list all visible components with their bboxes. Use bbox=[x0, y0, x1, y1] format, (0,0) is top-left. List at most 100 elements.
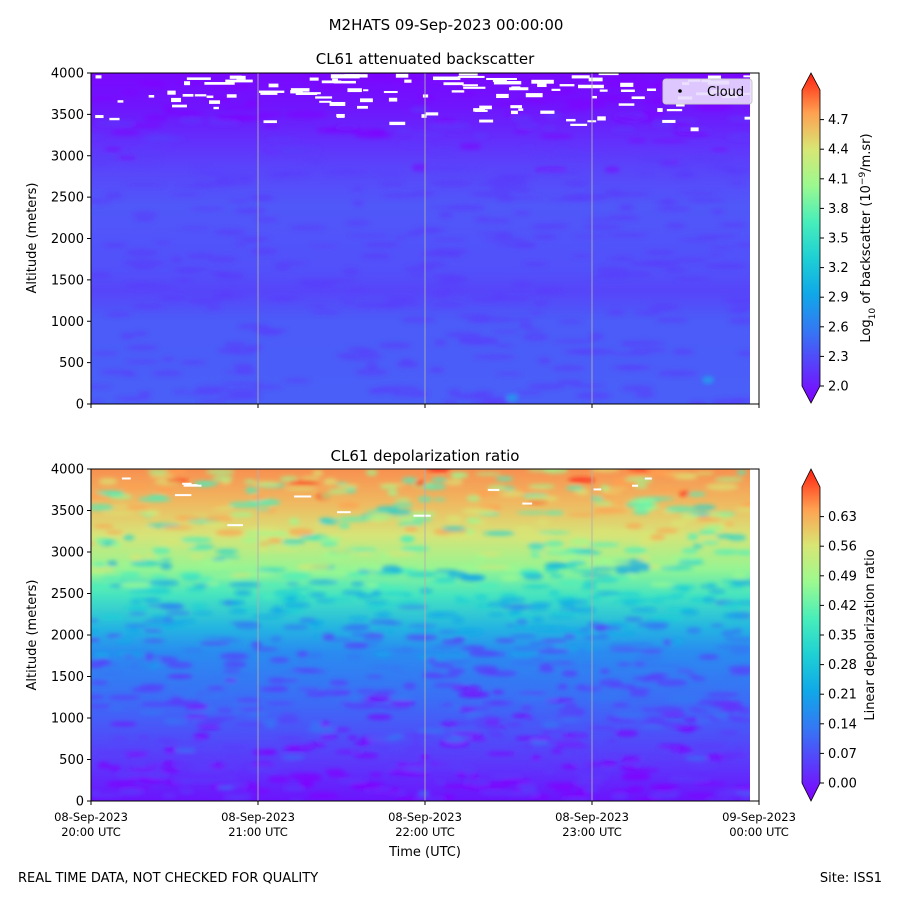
cloud-patch bbox=[206, 95, 214, 98]
figure-title: M2HATS 09-Sep-2023 00:00:00 bbox=[329, 16, 564, 34]
cloud-patch bbox=[518, 108, 524, 111]
depolarization-texture bbox=[91, 469, 750, 801]
backscatter-y-axis: 0 500 1000 1500 2000 2500 3000 3500 4000 bbox=[51, 67, 91, 413]
depolarization-ytick-label: 4000 bbox=[51, 463, 84, 478]
cloud-patch bbox=[443, 82, 464, 86]
backscatter-legend[interactable]: Cloud bbox=[662, 78, 753, 105]
cloud-patch bbox=[646, 88, 657, 92]
cloud-patch bbox=[676, 103, 685, 107]
cloud-patch bbox=[631, 96, 645, 100]
depolarization-colorbar-tick-label: 0.21 bbox=[828, 688, 857, 703]
depolarization-ytick-label: 3000 bbox=[51, 546, 84, 561]
depolarization-xtick-label: 08-Sep-2023 bbox=[54, 810, 128, 824]
cloud-patch bbox=[321, 80, 342, 84]
cloud-patch bbox=[531, 79, 554, 84]
cloud-patch bbox=[395, 73, 409, 78]
depolarization-colorbar-tick-label: 0.07 bbox=[828, 747, 857, 762]
cloud-patch bbox=[509, 87, 529, 91]
missing-patch bbox=[121, 477, 131, 480]
backscatter-colorbar-tick-label: 4.4 bbox=[828, 143, 849, 158]
backscatter-colorbar-tick-label: 2.9 bbox=[828, 291, 849, 306]
cloud-patch bbox=[182, 93, 194, 97]
depolarization-ytick-label: 0 bbox=[76, 795, 84, 810]
cloud-patch bbox=[295, 92, 318, 95]
cloud-patch bbox=[167, 90, 176, 95]
backscatter-colorbar-tick-label: 2.3 bbox=[828, 350, 849, 365]
cloud-patch bbox=[566, 118, 576, 122]
missing-patch bbox=[632, 484, 639, 487]
legend-box bbox=[662, 78, 753, 105]
x-axis-label: Time (UTC) bbox=[388, 845, 461, 860]
cloud-patch bbox=[492, 79, 507, 83]
cloud-patch bbox=[363, 89, 369, 92]
cloud-patch bbox=[329, 101, 346, 106]
cloud-patch bbox=[209, 100, 221, 104]
backscatter-ytick-label: 3500 bbox=[51, 108, 84, 123]
cloud-patch bbox=[540, 110, 555, 114]
depolarization-colorbar-tick-label: 0.00 bbox=[828, 777, 857, 792]
backscatter-ytick-label: 500 bbox=[59, 356, 84, 371]
cloud-patch bbox=[357, 105, 368, 109]
backscatter-ytick-label: 1500 bbox=[51, 273, 84, 288]
cloud-patch bbox=[458, 73, 478, 76]
cloud-patch bbox=[479, 105, 492, 110]
depolarization-xtick-label: 08-Sep-2023 bbox=[555, 810, 629, 824]
cloud-patch bbox=[213, 106, 219, 110]
missing-patch bbox=[174, 494, 192, 497]
depolarization-missing-patches bbox=[121, 477, 652, 527]
cloud-patch bbox=[599, 89, 608, 92]
cloud-patch bbox=[486, 77, 517, 81]
cloud-patch bbox=[184, 81, 191, 86]
cloud-patch bbox=[707, 75, 722, 79]
cloud-patch bbox=[618, 103, 635, 106]
cloud-patch bbox=[620, 82, 634, 87]
cloud-patch bbox=[383, 90, 398, 94]
backscatter-colorbar-bar bbox=[801, 72, 821, 404]
cloud-patch bbox=[421, 114, 427, 118]
cloud-patch bbox=[290, 88, 310, 92]
depolarization-colorbar-tick-label: 0.35 bbox=[828, 629, 857, 644]
backscatter-ylabel: Altitude (meters) bbox=[25, 183, 40, 294]
cloud-patch bbox=[591, 95, 597, 99]
depolarization-y-axis: 0 500 1000 1500 2000 2500 3000 3500 4000 bbox=[51, 463, 91, 810]
cloud-patch bbox=[171, 97, 182, 103]
cloud-patch bbox=[229, 75, 242, 79]
backscatter-colorbar-tick-label: 2.6 bbox=[828, 320, 849, 335]
cloud-patch bbox=[204, 82, 235, 85]
backscatter-colorbar-tick-label: 2.0 bbox=[828, 380, 849, 395]
depolarization-xtick-label: 22:00 UTC bbox=[395, 825, 455, 839]
cloud-patch bbox=[570, 123, 588, 126]
depolarization-xtick-label: 00:00 UTC bbox=[729, 825, 789, 839]
backscatter-colorbar: 2.0 2.3 2.6 2.9 3.2 3.5 3.8 4.1 4.4 4.7 Log10 of … bbox=[801, 72, 878, 404]
cloud-patch bbox=[422, 94, 429, 98]
backscatter-colorbar-tick-label: 4.7 bbox=[828, 113, 849, 128]
cloud-patch bbox=[259, 90, 285, 93]
site-label: Site: ISS1 bbox=[820, 871, 882, 886]
cloud-patch bbox=[268, 83, 279, 88]
cloud-patch bbox=[588, 77, 603, 82]
cloud-patch bbox=[332, 78, 338, 82]
missing-patch bbox=[183, 484, 202, 487]
cloud-patch bbox=[309, 77, 319, 81]
depolarization-colorbar-label: Linear depolarization ratio bbox=[863, 549, 878, 720]
backscatter-colorbar-tick-label: 3.8 bbox=[828, 202, 849, 217]
depolarization-colorbar: 0.00 0.07 0.14 0.21 0.28 0.35 0.42 0.49 0.56 0.63… bbox=[801, 468, 878, 802]
depolarization-xtick-label: 08-Sep-2023 bbox=[388, 810, 462, 824]
cloud-patch bbox=[559, 84, 575, 87]
cloud-patch bbox=[690, 127, 699, 132]
cloud-patch bbox=[389, 121, 406, 126]
depolarization-xtick-label: 23:00 UTC bbox=[562, 825, 622, 839]
cloud-patch bbox=[598, 73, 619, 76]
cloud-patch bbox=[463, 86, 486, 89]
depolarization-ytick-label: 1500 bbox=[51, 670, 84, 685]
cloud-patch bbox=[95, 75, 102, 79]
backscatter-ytick-label: 4000 bbox=[51, 67, 84, 82]
cloud-patch bbox=[525, 93, 543, 98]
missing-patch bbox=[413, 514, 431, 517]
cloud-patch bbox=[457, 75, 485, 78]
missing-patch bbox=[337, 511, 351, 514]
cloud-patch bbox=[743, 75, 750, 78]
depolarization-colorbar-tick-label: 0.63 bbox=[828, 510, 857, 525]
cloud-patch bbox=[662, 119, 676, 123]
